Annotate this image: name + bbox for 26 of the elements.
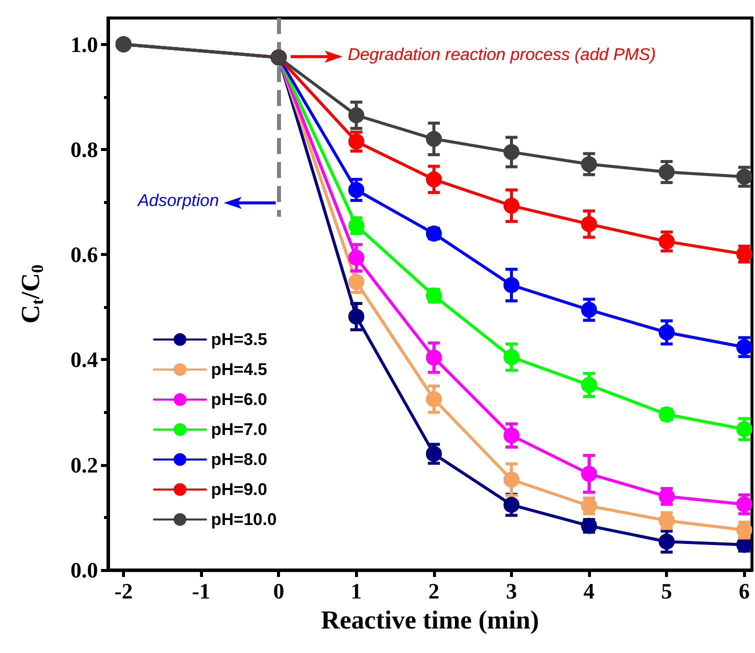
legend-label: pH=6.0 — [211, 390, 268, 409]
x-tick-label: 5 — [661, 578, 672, 604]
y-axis-title: Ct/C0 — [16, 264, 47, 324]
y-tick-label: 0.8 — [70, 136, 98, 162]
annotation: Degradation reaction process (add PMS) — [348, 44, 656, 65]
legend-label: pH=4.5 — [211, 360, 268, 379]
y-tick-label: 0.6 — [70, 242, 98, 268]
x-tick-label: 3 — [506, 578, 517, 604]
legend-label: pH=10.0 — [211, 510, 277, 529]
x-axis-title: Reactive time (min) — [320, 605, 540, 634]
y-tick-label: 0.0 — [70, 558, 98, 582]
y-tick-label: 1.0 — [70, 32, 98, 57]
annotation: Adsorption — [138, 190, 219, 211]
y-tick-label: 0.4 — [70, 347, 98, 372]
x-tick-label: 6 — [738, 578, 750, 604]
legend-label: pH=3.5 — [211, 330, 268, 349]
legend-label: pH=9.0 — [211, 480, 268, 499]
x-tick-label: 2 — [428, 578, 440, 604]
x-tick-label: 1 — [350, 578, 362, 604]
x-tick-label: -1 — [192, 578, 210, 604]
y-tick-label: 0.2 — [70, 452, 98, 478]
x-tick-label: 0 — [273, 578, 284, 604]
x-tick-label: -2 — [114, 578, 133, 604]
legend-label: pH=7.0 — [211, 420, 268, 439]
legend-label: pH=8.0 — [211, 450, 268, 469]
x-tick-label: 4 — [584, 578, 595, 604]
